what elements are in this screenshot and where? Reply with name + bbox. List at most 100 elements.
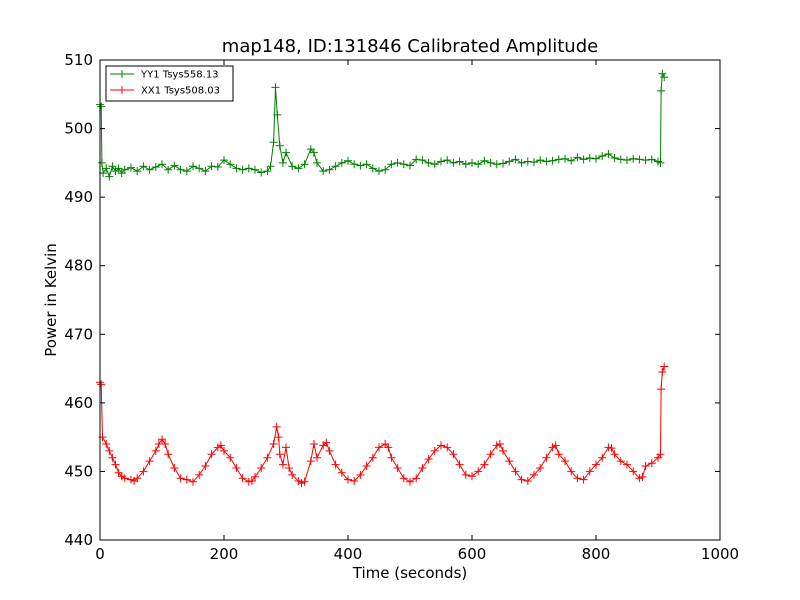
data-point: [635, 155, 644, 164]
data-point: [97, 380, 106, 389]
data-point: [238, 474, 247, 483]
data-point: [399, 474, 408, 483]
data-point: [418, 464, 427, 472]
data-point: [139, 467, 148, 476]
data-point: [384, 443, 393, 452]
data-point: [499, 159, 507, 168]
data-point: [263, 167, 272, 176]
data-point: [313, 158, 321, 167]
data-point: [325, 165, 334, 174]
series-line: [99, 71, 665, 179]
data-point: [406, 161, 414, 170]
data-point: [120, 165, 129, 174]
data-point: [272, 422, 281, 431]
legend-marker-xx1: [118, 86, 126, 94]
data-point: [285, 464, 294, 472]
data-point: [170, 161, 179, 170]
y-tick-label: 480: [64, 257, 93, 275]
data-point: [257, 168, 266, 177]
data-point: [480, 156, 489, 165]
data-point: [313, 453, 321, 462]
series-1: [96, 362, 669, 488]
data-point: [660, 73, 669, 82]
x-tick-label: 0: [95, 545, 105, 563]
data-point: [492, 160, 501, 169]
data-point: [271, 83, 280, 92]
data-point: [127, 163, 135, 172]
data-point: [567, 467, 576, 476]
data-point: [437, 157, 445, 166]
data-point: [629, 154, 638, 163]
data-point: [511, 155, 520, 164]
data-point: [257, 464, 266, 472]
data-point: [474, 467, 483, 476]
data-point: [424, 455, 433, 464]
data-point: [133, 474, 142, 483]
data-point: [468, 472, 476, 481]
data-point: [102, 440, 111, 448]
data-point: [195, 470, 204, 479]
data-point: [598, 152, 607, 160]
data-point: [592, 154, 600, 163]
data-point: [220, 156, 228, 165]
data-point: [331, 162, 340, 171]
data-point: [278, 460, 287, 469]
data-point: [656, 450, 665, 459]
data-point: [201, 461, 210, 470]
data-point: [356, 470, 365, 479]
data-point: [455, 460, 464, 469]
data-point: [505, 157, 514, 166]
data-point: [274, 433, 283, 442]
data-point: [480, 460, 489, 469]
data-point: [561, 154, 569, 163]
data-point: [158, 160, 166, 169]
data-point: [105, 446, 114, 455]
data-point: [486, 158, 495, 167]
data-point: [337, 158, 346, 167]
data-point: [505, 457, 514, 466]
data-point: [189, 477, 197, 486]
legend-frame: [105, 65, 234, 102]
data-point: [368, 453, 377, 462]
data-point: [145, 457, 154, 466]
data-point: [189, 162, 197, 171]
data-point: [573, 474, 582, 483]
data-point: [207, 162, 216, 171]
data-point: [170, 464, 179, 472]
chart-title: map148, ID:131846 Calibrated Amplitude: [222, 36, 598, 57]
data-point: [551, 441, 560, 450]
data-point: [362, 160, 371, 169]
data-point: [656, 158, 665, 167]
data-point: [288, 162, 297, 171]
data-point: [567, 156, 576, 165]
data-point: [517, 475, 526, 484]
data-point: [641, 156, 650, 165]
data-point: [523, 477, 532, 486]
data-point: [269, 440, 278, 448]
data-point: [461, 470, 470, 479]
data-point: [418, 156, 427, 165]
legend-entry-xx1: XX1 Tsys508.03: [110, 86, 220, 97]
data-point: [499, 446, 507, 455]
data-point: [573, 153, 582, 162]
data-point: [641, 461, 650, 470]
data-point: [387, 160, 396, 169]
data-point: [443, 443, 452, 452]
legend-entry-yy1: YY1 Tsys558.13: [110, 70, 219, 81]
data-point: [412, 155, 421, 164]
data-point: [201, 167, 210, 176]
y-tick-label: 470: [64, 325, 93, 343]
data-point: [139, 162, 148, 171]
data-point: [300, 477, 309, 486]
data-point: [288, 470, 297, 479]
data-point: [275, 450, 284, 459]
data-point: [300, 160, 309, 169]
data-point: [102, 164, 111, 173]
data-point: [216, 441, 225, 450]
data-point: [322, 438, 331, 447]
data-point: [164, 450, 173, 459]
data-point: [226, 160, 235, 169]
data-point: [145, 165, 154, 174]
data-point: [350, 477, 359, 486]
data-point: [105, 172, 114, 181]
